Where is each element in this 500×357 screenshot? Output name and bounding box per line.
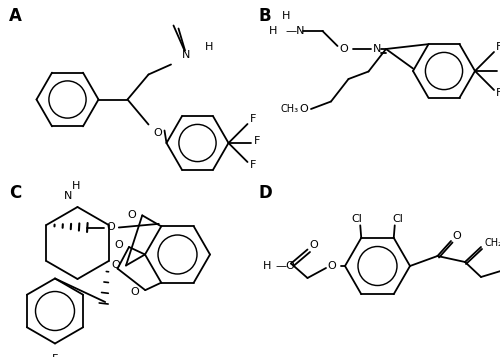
Text: CH₃: CH₃: [280, 104, 298, 114]
Text: O: O: [154, 129, 162, 139]
Text: H: H: [205, 42, 214, 52]
Text: O: O: [106, 222, 115, 232]
Text: H: H: [269, 26, 278, 36]
Text: O: O: [339, 44, 348, 54]
Text: F: F: [250, 160, 256, 170]
Text: F: F: [496, 88, 500, 98]
Text: H: H: [262, 261, 271, 271]
Text: O: O: [111, 261, 120, 271]
Text: Cl: Cl: [392, 214, 403, 224]
Text: F: F: [52, 355, 58, 357]
Text: O: O: [130, 287, 139, 297]
Text: —N: —N: [285, 26, 304, 36]
Text: O: O: [328, 261, 336, 271]
Text: B: B: [259, 7, 272, 25]
Text: —O: —O: [275, 261, 295, 271]
Text: N: N: [64, 191, 72, 201]
Text: A: A: [9, 7, 22, 25]
Text: O: O: [128, 210, 136, 220]
Text: O: O: [309, 240, 318, 250]
Text: F: F: [254, 136, 260, 146]
Text: D: D: [259, 185, 273, 202]
Text: F: F: [250, 115, 256, 125]
Text: C: C: [9, 185, 21, 202]
Text: O: O: [300, 104, 308, 114]
Text: H: H: [72, 181, 80, 191]
Text: H: H: [282, 11, 290, 21]
Text: N: N: [372, 44, 381, 54]
Text: CH₂: CH₂: [485, 238, 500, 248]
Text: O: O: [114, 240, 123, 250]
Text: O: O: [452, 231, 461, 241]
Text: N: N: [182, 50, 190, 60]
Text: F: F: [496, 42, 500, 52]
Text: Cl: Cl: [352, 214, 362, 224]
